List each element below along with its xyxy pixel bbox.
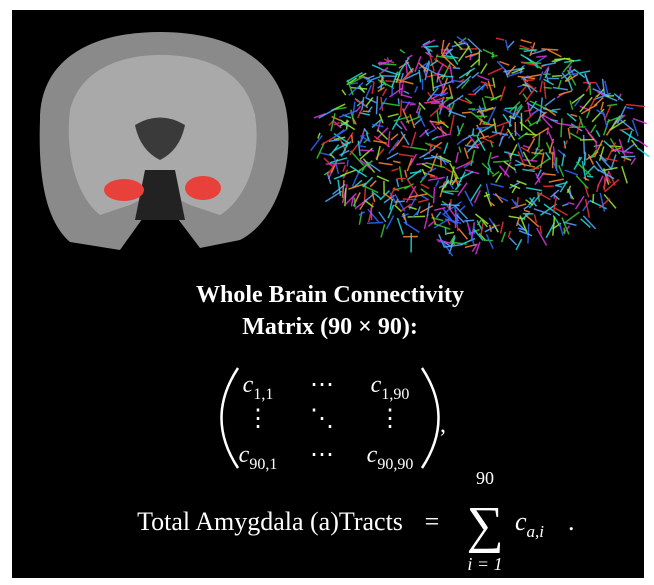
tract <box>434 187 435 203</box>
tract <box>587 176 593 177</box>
entry-sub: 1,90 <box>381 386 409 403</box>
tract <box>604 177 605 190</box>
tract <box>493 161 509 162</box>
tract <box>590 84 591 95</box>
tract <box>544 87 552 88</box>
tract <box>394 201 404 202</box>
amygdala-left <box>104 179 144 201</box>
sum-lower: i = 1 <box>467 554 502 574</box>
title-line1: Whole Brain Connectivity <box>196 282 464 308</box>
tract <box>580 139 594 140</box>
entry-sub: 90,1 <box>249 456 277 473</box>
tract <box>473 135 479 136</box>
entry-base: c <box>371 372 382 398</box>
tract <box>371 208 372 220</box>
entry-base: ⋱ <box>310 406 334 432</box>
entry-sub: 1,1 <box>253 386 273 403</box>
matrix: c1,1⋯c1,90⋮⋱⋮c90,1⋯c90,90 <box>239 372 414 473</box>
tract <box>552 76 562 77</box>
entry-sub: 90,90 <box>377 456 413 473</box>
tract <box>424 46 439 47</box>
tract <box>523 80 534 81</box>
tract <box>453 68 461 69</box>
tract <box>398 98 399 104</box>
tract <box>593 194 594 203</box>
tract <box>401 100 402 117</box>
tract <box>326 163 345 164</box>
sum-upper: 90 <box>476 468 494 488</box>
matrix-entry: ⋮ <box>246 406 270 432</box>
entry-base: c <box>239 442 250 468</box>
tract <box>367 222 383 223</box>
tract <box>539 132 540 147</box>
coronal-mri <box>40 32 289 250</box>
matrix-entry: ⋯ <box>310 372 334 398</box>
tract <box>352 135 353 143</box>
tract <box>464 220 474 221</box>
tract <box>621 156 635 157</box>
tract <box>473 128 474 135</box>
equation-end: . <box>568 507 575 536</box>
equals: = <box>425 507 440 536</box>
matrix-entry: ⋮ <box>378 406 402 432</box>
entry-base: c <box>367 442 378 468</box>
tract <box>515 165 521 166</box>
title-line2: Matrix (90 × 90): <box>242 314 418 340</box>
entry-base: ⋮ <box>378 406 402 432</box>
tract <box>476 116 487 117</box>
tract <box>561 118 562 137</box>
tract <box>442 76 453 77</box>
amygdala-right <box>185 176 221 200</box>
matrix-comma: , <box>440 412 446 438</box>
sum-sign: ∑ <box>466 497 503 554</box>
tract <box>377 96 378 114</box>
tract <box>457 225 458 231</box>
tract <box>450 199 451 209</box>
term-sub: a,i <box>527 522 545 541</box>
entry-base: c <box>243 372 254 398</box>
figure: Whole Brain Connectivity Matrix (90 × 90… <box>0 0 654 585</box>
equation-lhs: Total Amygdala (a)Tracts <box>137 507 403 536</box>
entry-base: ⋮ <box>246 406 270 432</box>
tract <box>410 104 416 105</box>
entry-base: ⋯ <box>310 442 334 468</box>
matrix-entry: ⋯ <box>310 442 334 468</box>
tract <box>408 216 426 217</box>
matrix-entry: ⋱ <box>310 406 334 432</box>
tract <box>462 112 471 113</box>
tract <box>584 135 585 154</box>
entry-base: ⋯ <box>310 372 334 398</box>
tract <box>347 160 348 166</box>
term-base: c <box>515 507 527 536</box>
